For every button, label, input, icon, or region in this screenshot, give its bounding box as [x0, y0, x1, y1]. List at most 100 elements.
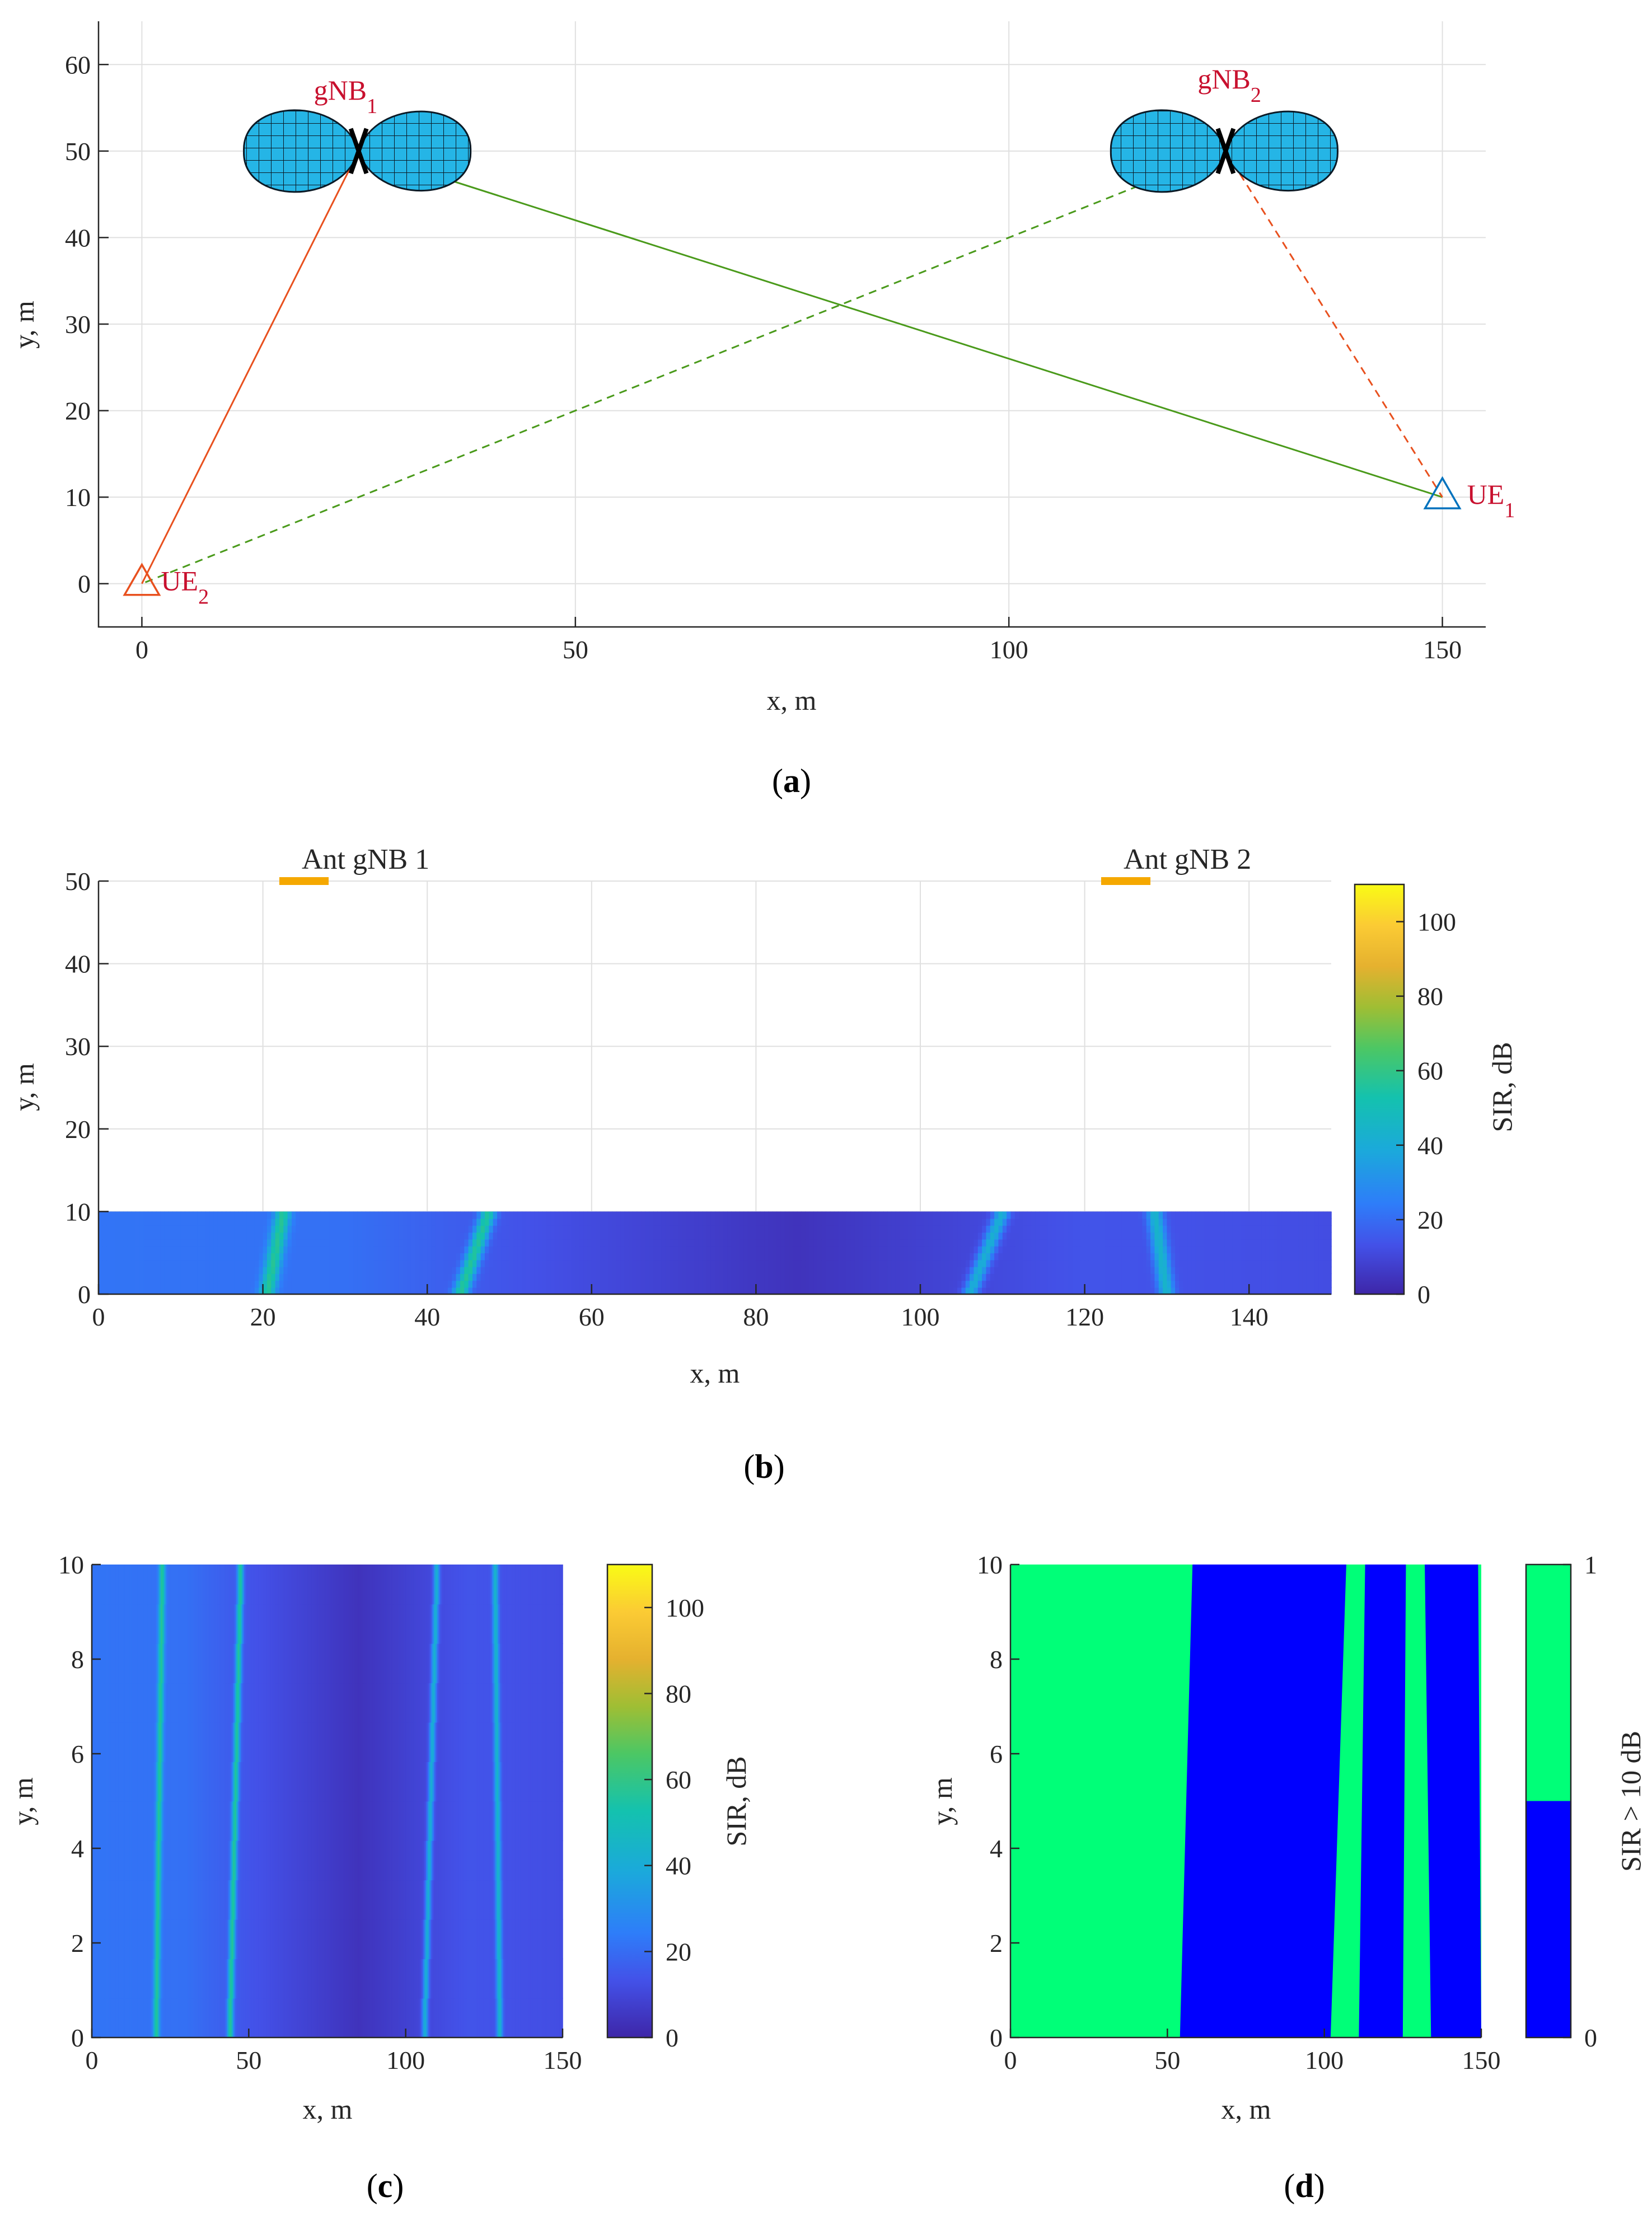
panel-b-heat-cell [813, 1218, 818, 1226]
panel-b-heat-cell [419, 1225, 424, 1233]
panel-b-heat-cell [222, 1232, 227, 1240]
panel-b-heat-cell [406, 1253, 411, 1261]
panel-b-heat-cell [550, 1218, 555, 1226]
panel-b-heat-cell [961, 1245, 966, 1253]
panel-c-heat-cell [92, 1880, 94, 1920]
panel-b-heat-cell [197, 1232, 202, 1240]
panel-b-heat-cell [246, 1225, 251, 1233]
panel-c-heat-cell [176, 1840, 179, 1881]
panel-b-heat-cell [801, 1239, 806, 1247]
panel-b-heat-cell [246, 1287, 251, 1295]
panel-b-heat-cell [907, 1259, 913, 1267]
panel-b-heat-cell [538, 1225, 543, 1233]
panel-a-ylabel: y, m [8, 301, 40, 349]
panel-b-heat-cell [937, 1225, 942, 1233]
panel-b-heat-cell [242, 1273, 247, 1281]
panel-b-heat-cell [747, 1239, 752, 1247]
panel-b-heat-cell [1191, 1232, 1196, 1240]
panel-b-heat-cell [1158, 1259, 1163, 1267]
panel-b-heat-cell [1093, 1245, 1098, 1253]
panel-c-heat-cell [352, 1919, 354, 1959]
panel-b-heat-cell [1249, 1287, 1254, 1295]
panel-c-heat-cell [523, 1919, 526, 1959]
panel-b-heat-cell [1298, 1287, 1303, 1295]
panel-c-heat-cell [242, 1919, 245, 1959]
panel-b-heat-cell [883, 1259, 888, 1267]
panel-b-heat-cell [168, 1218, 173, 1226]
panel-b-heat-cell [994, 1287, 999, 1295]
panel-b-heat-cell [123, 1218, 128, 1226]
panel-b-heat-cell [1101, 1232, 1106, 1240]
panel-b-heat-cell [1281, 1259, 1287, 1267]
panel-b-heat-cell [1179, 1259, 1184, 1267]
panel-b-heat-cell [1047, 1225, 1052, 1233]
panel-b-heat-cell [489, 1287, 494, 1295]
panel-b-heat-cell [817, 1232, 822, 1240]
panel-b-heat-cell [275, 1211, 280, 1219]
panel-c-heat-cell [296, 1959, 298, 1999]
panel-b-heat-cell [1281, 1280, 1287, 1288]
panel-b-heat-cell [1228, 1266, 1233, 1274]
panel-c-heat-cell [161, 1998, 163, 2038]
panel-b-heat-cell [1274, 1280, 1279, 1288]
panel-b-heat-cell [193, 1253, 198, 1261]
panel-b-heat-cell [193, 1245, 198, 1253]
panel-b-heat-cell [534, 1259, 539, 1267]
panel-c-heat-cell [269, 1880, 272, 1920]
panel-b-heat-cell [299, 1259, 305, 1267]
panel-b-heat-cell [645, 1239, 650, 1247]
panel-b-heat-cell [287, 1232, 292, 1240]
panel-c-heat-cell [253, 1919, 256, 1959]
panel-b-heat-cell [937, 1273, 942, 1281]
panel-b-heat-cell [1179, 1225, 1184, 1233]
panel-c-heat-cell [390, 1919, 392, 1959]
panel-b-heat-cell [1105, 1253, 1110, 1261]
panel-c-heat-cell [219, 1919, 221, 1959]
panel-b-heat-cell [1277, 1287, 1283, 1295]
panel-b-heat-cell [1277, 1266, 1283, 1274]
panel-b-heat-cell [928, 1225, 933, 1233]
panel-b-heat-cell [649, 1232, 654, 1240]
panel-b-heat-cell [1158, 1273, 1163, 1281]
panel-b-heat-cell [1195, 1253, 1200, 1261]
panel-b-heat-cell [928, 1253, 933, 1261]
panel-b-heat-cell [924, 1245, 929, 1253]
panel-b-heat-cell [1064, 1280, 1069, 1288]
panel-b-heat-cell [937, 1280, 942, 1288]
panel-b-heat-cell [1007, 1239, 1012, 1247]
panel-c-heat-cell [539, 1959, 541, 1999]
panel-b-heat-cell [776, 1287, 781, 1295]
panel-c-heat-cell [305, 1998, 307, 2038]
panel-c-heat-cell [517, 1959, 520, 1999]
panel-c-heat-cell [419, 1959, 422, 1999]
panel-c-heat-cell [515, 1880, 518, 1920]
panel-b-heat-cell [460, 1245, 465, 1253]
panel-c-heat-cell [358, 1959, 361, 1999]
panel-b-heat-cell [369, 1225, 375, 1233]
panel-b-heat-cell [727, 1253, 732, 1261]
panel-b-heat-cell [1265, 1287, 1270, 1295]
panel-b-heat-cell [719, 1273, 724, 1281]
panel-b-heat-cell [1130, 1273, 1135, 1281]
panel-c-heat-cell [355, 1880, 358, 1920]
panel-b-heat-cell [509, 1239, 514, 1247]
panel-b-heat-cell [222, 1218, 227, 1226]
panel-b-heat-cell [476, 1287, 481, 1295]
panel-b-heat-cell [296, 1232, 301, 1240]
panel-b-heat-cell [760, 1225, 765, 1233]
panel-b-heat-cell [168, 1287, 173, 1295]
panel-b-heat-cell [907, 1266, 913, 1274]
panel-b-heat-cell [710, 1273, 715, 1281]
panel-b-heat-cell [735, 1225, 740, 1233]
panel-b-heat-cell [102, 1232, 107, 1240]
panel-b-heat-cell [600, 1239, 605, 1247]
panel-b-heat-cell [180, 1211, 185, 1219]
panel-b-heat-cell [1134, 1287, 1139, 1295]
panel-c-heat-cell [115, 1959, 118, 1999]
panel-c-heat-cell [137, 1919, 139, 1959]
panel-b-heat-cell [740, 1253, 745, 1261]
panel-b-heat-cell [341, 1218, 346, 1226]
panel-b-heat-cell [817, 1259, 822, 1267]
panel-c-heat-cell [454, 1959, 457, 1999]
panel-b-heat-cell [1212, 1245, 1217, 1253]
